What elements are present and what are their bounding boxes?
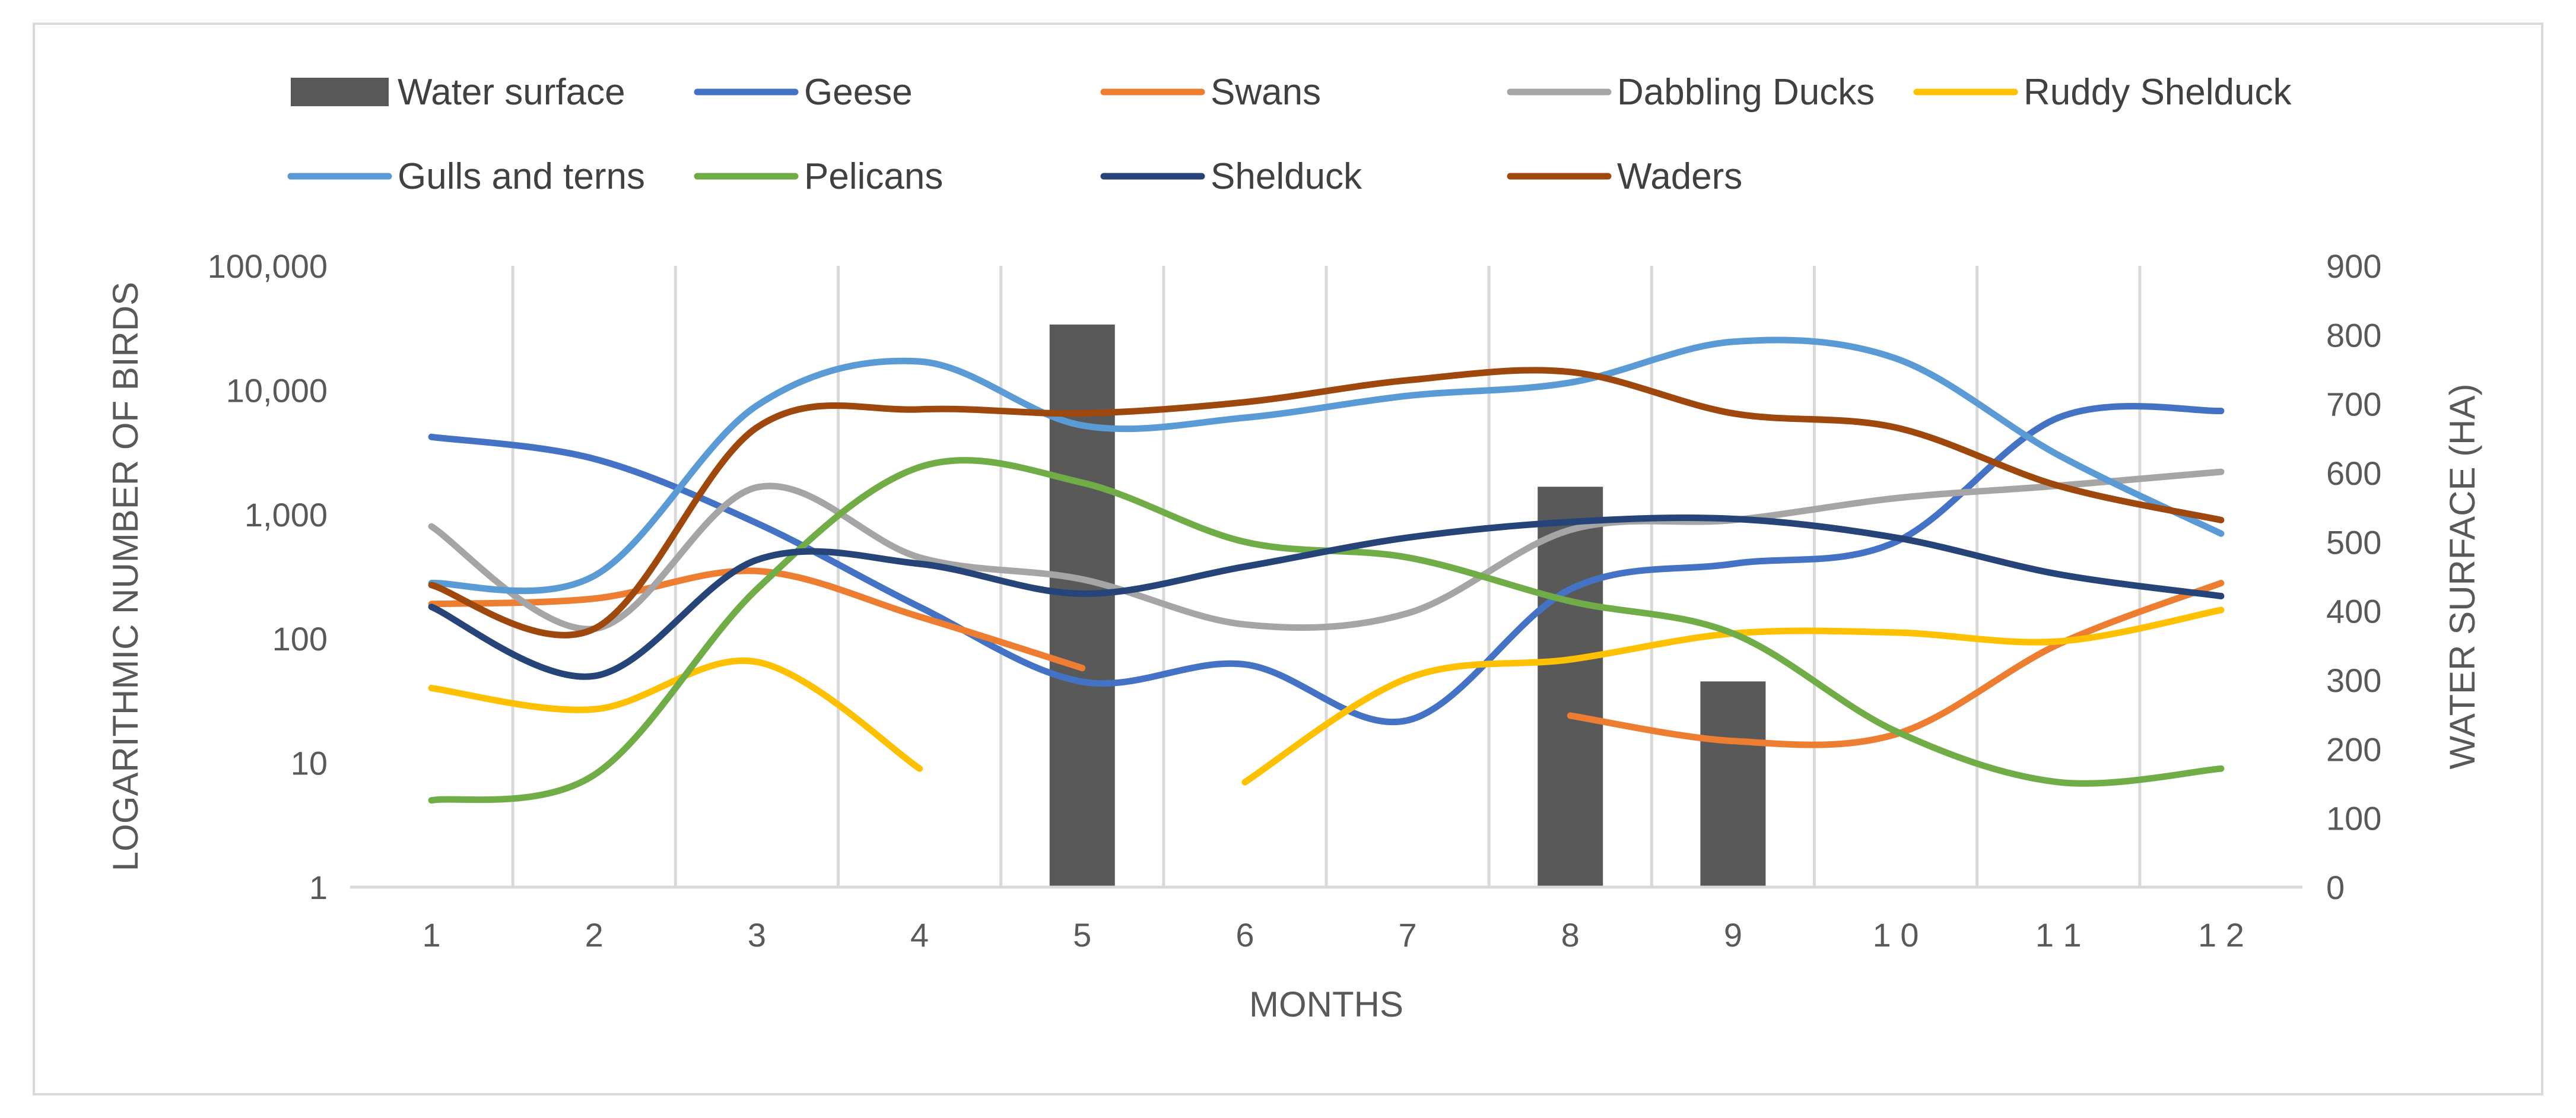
x-tick-label: 1 bbox=[423, 916, 441, 954]
y-left-tick-label: 100 bbox=[272, 620, 328, 658]
legend-item-dabbling-ducks: Dabbling Ducks bbox=[1507, 72, 1875, 113]
legend-label: Geese bbox=[804, 72, 913, 113]
legend-item-water-surface: Water surface bbox=[291, 72, 625, 113]
legend-item-ruddy-shelduck: Ruddy Shelduck bbox=[1913, 72, 2292, 113]
legend: Water surface Geese Swans Dabbling Ducks Rud… bbox=[287, 72, 2292, 197]
legend-label: Water surface bbox=[398, 72, 625, 113]
y-left-tick-label: 10,000 bbox=[226, 371, 328, 409]
water-surface-bars bbox=[1049, 324, 1766, 887]
line-dabbling-ducks bbox=[428, 468, 2225, 633]
y-right-tick-label: 300 bbox=[2326, 662, 2381, 699]
legend-item-pelicans: Pelicans bbox=[694, 156, 943, 197]
y-left-tick-label: 1 bbox=[309, 869, 328, 906]
y-axis-left-title: LOGARITHMIC NUMBER OF BIRDS bbox=[106, 282, 145, 871]
y-right-tick-label: 600 bbox=[2326, 455, 2381, 492]
line-shelduck bbox=[428, 514, 2225, 680]
y-right-tick-label: 800 bbox=[2326, 316, 2381, 354]
x-tick-label: 2 bbox=[585, 916, 603, 954]
bar-water-surface bbox=[1538, 487, 1603, 887]
x-tick-label: 1 0 bbox=[1873, 916, 1919, 954]
legend-label: Waders bbox=[1617, 156, 1742, 197]
line-geese bbox=[428, 402, 2225, 726]
y-left-tick-label: 1,000 bbox=[244, 496, 328, 533]
series-lines bbox=[428, 336, 2225, 804]
legend-label: Shelduck bbox=[1211, 156, 1362, 197]
line-swans bbox=[1567, 580, 2225, 748]
y-right-tick-label: 400 bbox=[2326, 593, 2381, 630]
legend-item-gulls-and-terns: Gulls and terns bbox=[287, 156, 645, 197]
line-swans bbox=[428, 567, 1086, 672]
y-right-tick-label: 700 bbox=[2326, 386, 2381, 423]
x-tick-label: 1 2 bbox=[2198, 916, 2244, 954]
bar-water-surface bbox=[1049, 324, 1115, 887]
x-tick-label: 1 1 bbox=[2035, 916, 2082, 954]
legend-item-waders: Waders bbox=[1507, 156, 1742, 197]
line-pelicans bbox=[428, 457, 2225, 804]
line-gulls-and-terns bbox=[428, 336, 2225, 595]
legend-label: Gulls and terns bbox=[398, 156, 645, 197]
x-tick-label: 6 bbox=[1235, 916, 1254, 954]
x-tick-label: 8 bbox=[1561, 916, 1580, 954]
legend-label: Ruddy Shelduck bbox=[2024, 72, 2292, 113]
gridlines bbox=[511, 266, 2142, 887]
x-tick-label: 3 bbox=[748, 916, 766, 954]
y-right-tick-label: 200 bbox=[2326, 730, 2381, 768]
line-waders bbox=[428, 367, 2225, 639]
x-tick-label: 5 bbox=[1073, 916, 1091, 954]
y-right-tick-label: 100 bbox=[2326, 800, 2381, 837]
legend-label: Swans bbox=[1211, 72, 1321, 113]
x-tick-label: 7 bbox=[1399, 916, 1417, 954]
x-axis-title: MONTHS bbox=[1249, 984, 1403, 1024]
legend-item-shelduck: Shelduck bbox=[1100, 156, 1362, 197]
y-right-tick-label: 900 bbox=[2326, 247, 2381, 285]
legend-label: Pelicans bbox=[804, 156, 943, 197]
y-right-tick-label: 0 bbox=[2326, 869, 2345, 906]
y-axis-right-title: WATER SURFACE (HA) bbox=[2442, 383, 2482, 769]
bar-water-surface bbox=[1700, 681, 1766, 887]
y-left-tick-label: 10 bbox=[291, 745, 328, 782]
legend-item-swans: Swans bbox=[1100, 72, 1321, 113]
legend-swatch bbox=[291, 78, 389, 106]
y-right-tick-label: 500 bbox=[2326, 523, 2381, 561]
x-tick-label: 4 bbox=[910, 916, 929, 954]
y-left-tick-label: 100,000 bbox=[208, 247, 328, 285]
legend-label: Dabbling Ducks bbox=[1617, 72, 1875, 113]
legend-item-geese: Geese bbox=[694, 72, 913, 113]
x-tick-label: 9 bbox=[1724, 916, 1742, 954]
